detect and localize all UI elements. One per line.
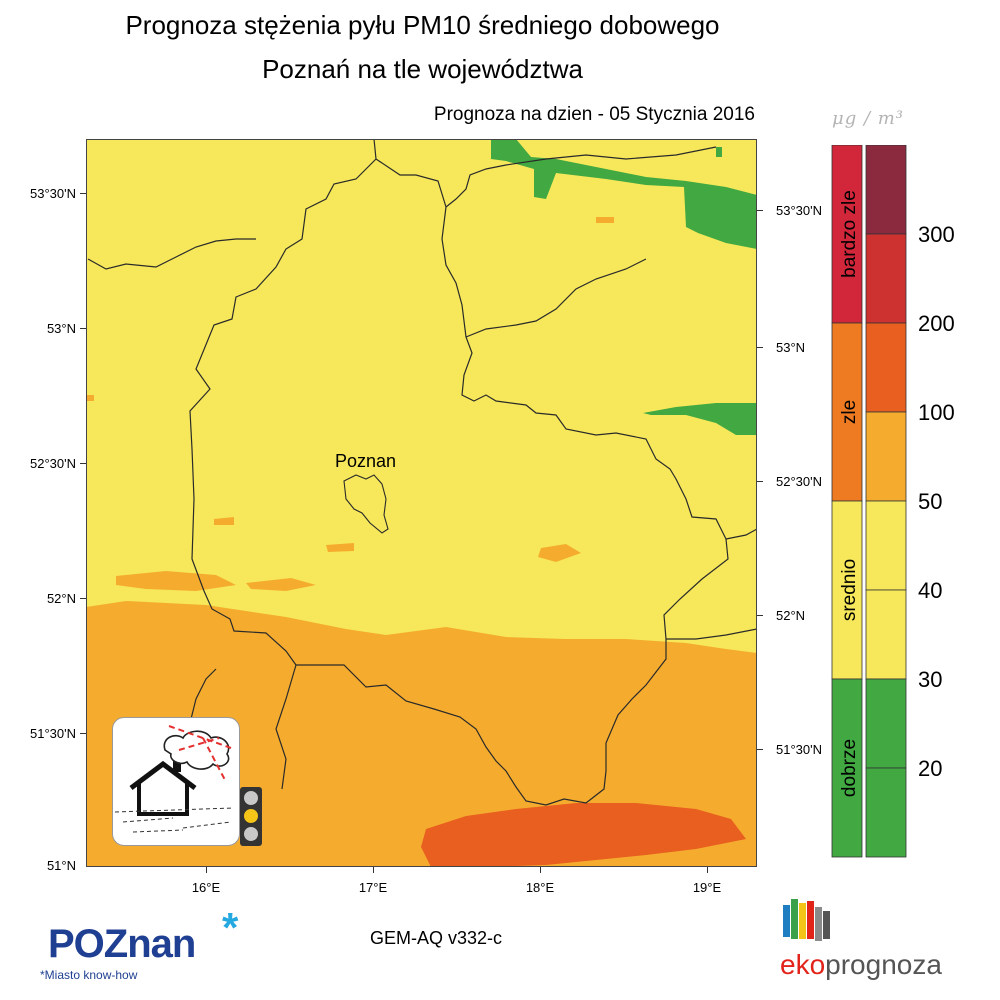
poznan-logo: POZnan bbox=[48, 922, 196, 966]
unit-label: μg / m³ bbox=[832, 108, 905, 129]
lat-label: 53°N bbox=[46, 321, 76, 336]
moderate-zone-patch bbox=[326, 543, 354, 552]
lamp-middle-icon bbox=[244, 809, 258, 823]
level-block bbox=[865, 145, 907, 235]
category-label: dobrze bbox=[839, 738, 860, 798]
moderate-zone-patch bbox=[596, 217, 614, 223]
eko-text: eko bbox=[780, 949, 826, 980]
moderate-zone-patch bbox=[116, 571, 236, 591]
moderate-zone-patch bbox=[538, 544, 581, 562]
lon-label: 17°E bbox=[358, 880, 388, 895]
axis-tick bbox=[80, 328, 86, 329]
category-label: srednio bbox=[839, 558, 860, 622]
category-block bbox=[831, 678, 863, 858]
axis-tick bbox=[80, 598, 86, 599]
axis-tick bbox=[540, 867, 541, 873]
good-zone bbox=[491, 139, 757, 249]
category-column bbox=[831, 145, 863, 858]
poznan-city-outline bbox=[343, 474, 389, 534]
lat-label: 53°N bbox=[776, 340, 806, 355]
scale-tick-label: 30 bbox=[918, 667, 943, 692]
lat-label: 51°30'N bbox=[776, 742, 822, 757]
level-block bbox=[865, 233, 907, 324]
lon-label: 19°E bbox=[692, 880, 722, 895]
level-block bbox=[865, 678, 907, 769]
lamp-bottom-icon bbox=[244, 827, 258, 841]
level-block bbox=[865, 589, 907, 680]
traffic-light-icon bbox=[240, 787, 262, 846]
map-subtitle: Poznań na tle województwa bbox=[262, 54, 583, 84]
map-frame bbox=[86, 139, 757, 867]
model-label: GEM-AQ v332-c bbox=[370, 928, 503, 948]
good-zone bbox=[643, 403, 757, 435]
category-block bbox=[831, 322, 863, 502]
lat-label: 53°30'N bbox=[776, 203, 822, 218]
axis-tick bbox=[707, 867, 708, 873]
axis-tick bbox=[373, 867, 374, 873]
category-block bbox=[831, 500, 863, 680]
color-scale bbox=[831, 145, 907, 858]
moderate-zone-patch bbox=[86, 395, 94, 401]
lat-label: 52°30'N bbox=[30, 456, 76, 471]
lon-label: 16°E bbox=[191, 880, 221, 895]
lat-label: 52°30'N bbox=[776, 474, 822, 489]
poznan-tagline: *Miasto know-how bbox=[40, 968, 138, 982]
level-block bbox=[865, 500, 907, 591]
scale-tick-label: 100 bbox=[918, 400, 955, 425]
lon-label: 18°E bbox=[525, 880, 555, 895]
level-block bbox=[865, 411, 907, 502]
good-zone bbox=[716, 147, 722, 157]
level-block bbox=[865, 767, 907, 858]
asterisk-icon: * bbox=[222, 904, 239, 951]
category-label: zle bbox=[839, 399, 860, 425]
house-smog-icon bbox=[112, 717, 240, 846]
axis-tick bbox=[757, 347, 763, 348]
category-block bbox=[831, 145, 863, 324]
level-block bbox=[865, 322, 907, 413]
level-column bbox=[865, 145, 907, 858]
axis-tick bbox=[206, 867, 207, 873]
prognoza-text: prognoza bbox=[825, 949, 942, 980]
axis-tick bbox=[80, 193, 86, 194]
lamp-top-icon bbox=[244, 791, 258, 805]
moderate-zone-patch bbox=[214, 517, 234, 525]
axis-tick bbox=[757, 481, 763, 482]
city-label: Poznan bbox=[335, 451, 397, 471]
scale-tick-label: 40 bbox=[918, 578, 943, 603]
lat-label: 51°30'N bbox=[30, 726, 76, 741]
ekoprognoza-logo-icon bbox=[783, 899, 830, 941]
axis-tick bbox=[757, 749, 763, 750]
category-label: bardzo zle bbox=[839, 190, 860, 278]
axis-tick bbox=[757, 210, 763, 211]
scale-tick-label: 300 bbox=[918, 222, 955, 247]
lat-label: 53°30'N bbox=[30, 186, 76, 201]
forecast-date: Prognoza na dzien - 05 Stycznia 2016 bbox=[433, 104, 755, 125]
bad-zone bbox=[421, 803, 746, 867]
lat-label: 51°N bbox=[46, 858, 76, 873]
axis-tick bbox=[757, 615, 763, 616]
axis-tick bbox=[80, 463, 86, 464]
scale-tick-label: 50 bbox=[918, 489, 943, 514]
scale-tick-label: 200 bbox=[918, 311, 955, 336]
lat-label: 52°N bbox=[776, 608, 806, 623]
ekoprognoza-logo: ekoprognoza bbox=[780, 949, 942, 981]
map-title: Prognoza stężenia pyłu PM10 średniego do… bbox=[125, 10, 720, 40]
moderate-zone-patch bbox=[246, 578, 316, 591]
axis-tick bbox=[80, 733, 86, 734]
lat-label: 52°N bbox=[46, 591, 76, 606]
scale-tick-label: 20 bbox=[918, 756, 943, 781]
